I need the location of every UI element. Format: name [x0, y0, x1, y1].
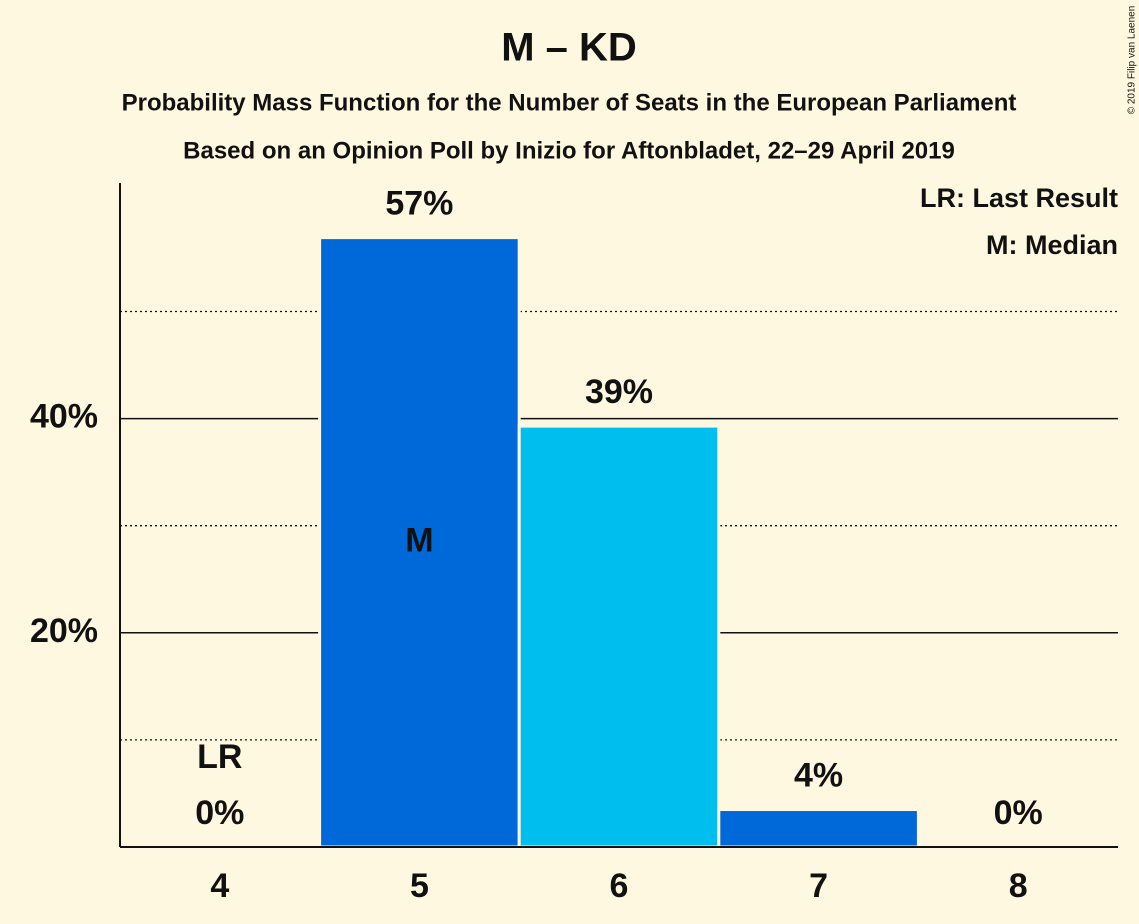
chart-title: M – KD [501, 26, 637, 70]
value-label: 39% [585, 373, 653, 411]
value-label: 4% [794, 757, 843, 795]
chart-subtitle: Based on an Opinion Poll by Inizio for A… [183, 137, 955, 164]
value-label: 0% [195, 794, 244, 832]
copyright: © 2019 Filip van Laenen [1127, 6, 1138, 115]
y-tick-label: 40% [30, 398, 98, 436]
y-tick-label: 20% [30, 612, 98, 650]
value-label: 0% [994, 794, 1043, 832]
bar [517, 424, 721, 849]
x-tick-label: 7 [809, 867, 828, 905]
chart-subtitle: Probability Mass Function for the Number… [122, 89, 1017, 116]
value-label: 57% [385, 185, 453, 223]
annotation: M [405, 521, 433, 559]
x-tick-label: 4 [210, 867, 229, 905]
legend-entry: LR: Last Result [920, 183, 1118, 213]
x-tick-label: 5 [410, 867, 429, 905]
bar [717, 808, 920, 849]
legend-entry: M: Median [986, 230, 1118, 260]
annotation: LR [197, 738, 242, 776]
x-tick-label: 6 [610, 867, 629, 905]
x-tick-label: 8 [1009, 867, 1028, 905]
